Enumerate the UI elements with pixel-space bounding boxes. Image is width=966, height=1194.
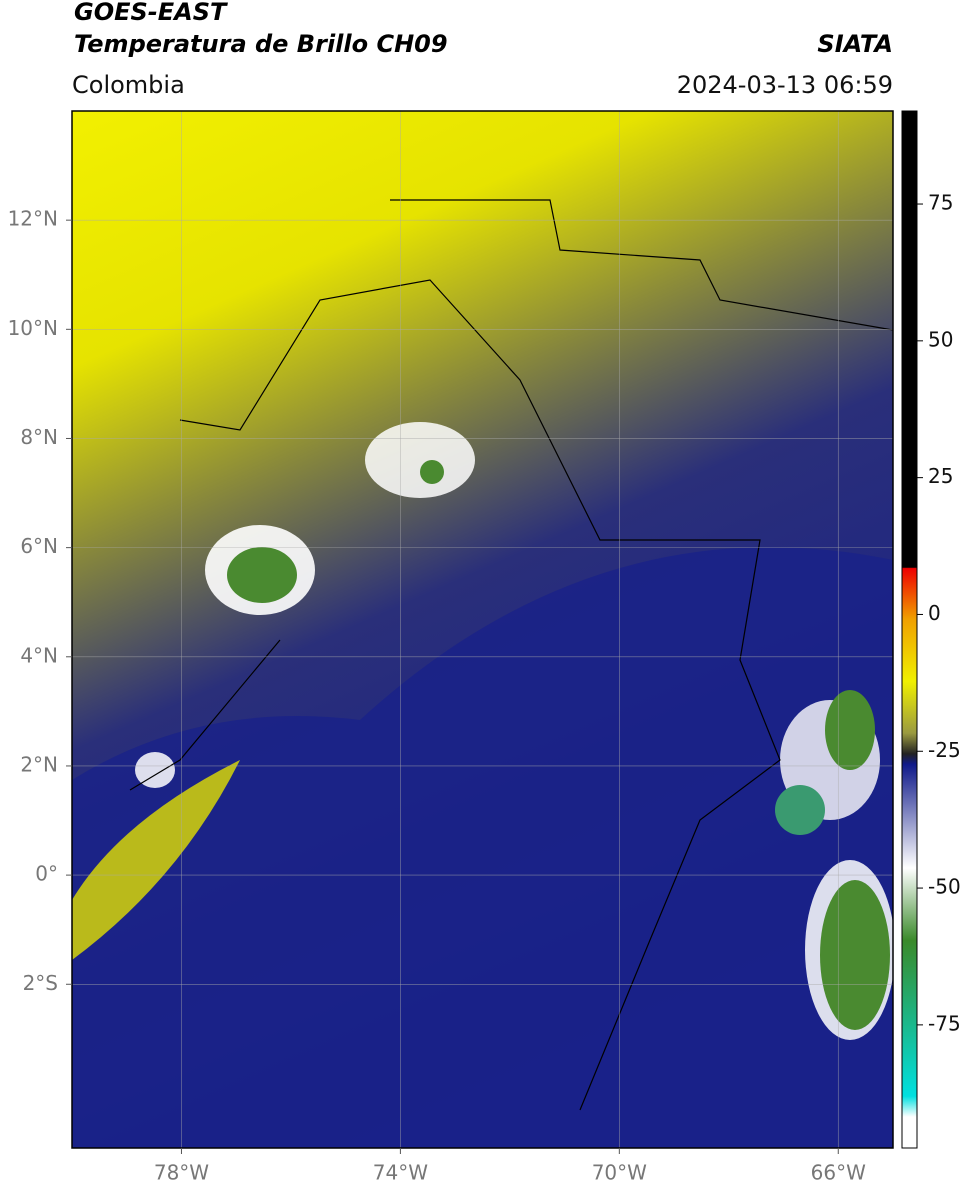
product: Temperatura de Brillo CH09 — [74, 30, 448, 58]
colorbar-tick-label: -75 — [928, 1011, 961, 1035]
colorbar-tick-label: 50 — [928, 327, 953, 351]
colorbar-tick-label: 75 — [928, 191, 953, 215]
datetime: 2024-03-13 06:59 — [677, 71, 893, 99]
x-tick-label: 66°W — [811, 1161, 866, 1185]
map-frame — [71, 110, 894, 1149]
y-tick-label: 2°S — [23, 971, 58, 995]
y-tick-label: 4°N — [20, 643, 58, 667]
source: SIATA — [817, 30, 893, 58]
y-tick-label: 0° — [35, 862, 58, 886]
region: Colombia — [72, 71, 185, 99]
y-tick-label: 12°N — [8, 207, 58, 231]
y-tick-label: 10°N — [8, 316, 58, 340]
x-tick-label: 74°W — [373, 1161, 428, 1185]
imagery — [72, 111, 893, 1148]
y-tick-label: 2°N — [20, 752, 58, 776]
satellite: GOES-EAST — [74, 0, 228, 26]
colorbar-tick-label: 0 — [928, 601, 941, 625]
y-tick-label: 8°N — [20, 425, 58, 449]
y-tick-label: 6°N — [20, 534, 58, 558]
colorbar-tick-label: 25 — [928, 464, 953, 488]
colorbar — [901, 110, 918, 1149]
colorbar-tick-label: -50 — [928, 875, 961, 899]
x-tick-label: 70°W — [592, 1161, 647, 1185]
colorbar-tick-label: -25 — [928, 738, 961, 762]
x-tick-label: 78°W — [154, 1161, 209, 1185]
